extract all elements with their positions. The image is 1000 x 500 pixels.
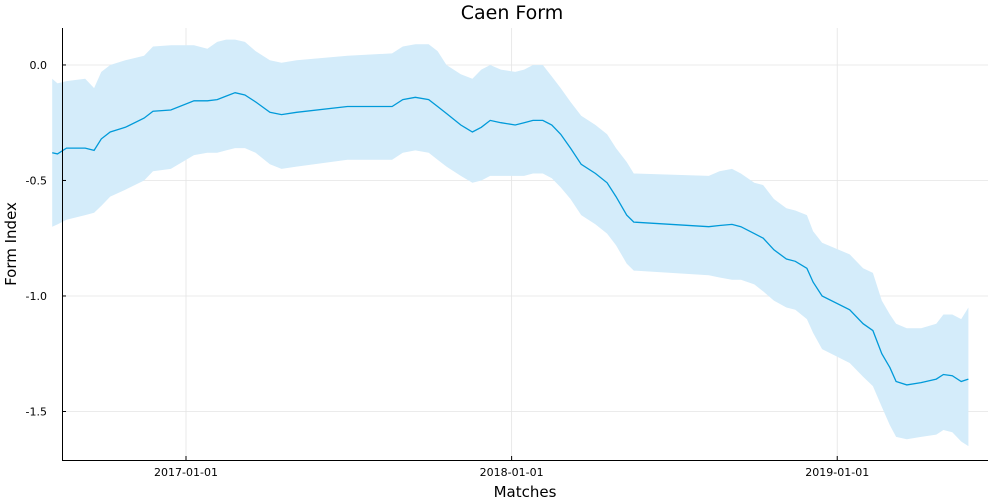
y-ticks: 0.0 -0.5 -1.0 -1.5 — [26, 59, 66, 418]
x-tick-label: 2017-01-01 — [154, 466, 218, 479]
x-tick-label: 2019-01-01 — [805, 466, 869, 479]
x-tick-label: 2018-01-01 — [480, 466, 544, 479]
x-axis-label: Matches — [494, 483, 557, 500]
y-tick-label: -1.0 — [26, 290, 47, 303]
series-line — [52, 92, 969, 386]
y-tick-label: -0.5 — [26, 174, 47, 187]
y-tick-label: 0.0 — [30, 59, 48, 72]
y-axis-label: Form Index — [2, 202, 20, 286]
y-tick-label: -1.5 — [26, 405, 47, 418]
confidence-band — [52, 39, 969, 447]
x-ticks: 2017-01-01 2018-01-01 2019-01-01 — [154, 456, 869, 479]
chart-title: Caen Form — [461, 2, 564, 24]
